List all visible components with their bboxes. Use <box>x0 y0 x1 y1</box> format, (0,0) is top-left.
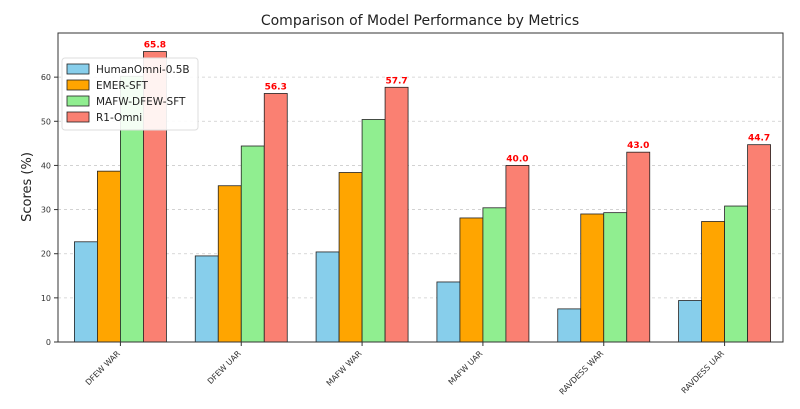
y-tick-label: 30 <box>41 206 51 215</box>
x-tick-label: RAVDESS UAR <box>680 349 727 396</box>
legend-swatch <box>66 95 90 107</box>
x-tick-label: MAFW UAR <box>447 349 485 387</box>
bar-mafw-dfew-sft <box>361 119 386 343</box>
bar-emer-sft <box>217 185 242 343</box>
y-axis-label: Scores (%) <box>20 152 35 222</box>
bar-r1-omni <box>747 144 771 343</box>
bar-mafw-dfew-sft <box>240 145 265 343</box>
data-label: 65.8 <box>144 41 166 51</box>
bar-emer-sft <box>338 172 363 343</box>
legend-label: EMER-SFT <box>96 80 149 92</box>
data-label: 40.0 <box>506 154 528 164</box>
y-tick-label: 0 <box>46 338 51 347</box>
bar-mafw-dfew-sft <box>724 205 748 343</box>
bar-humanomni-0-5b <box>436 281 461 343</box>
data-label: 56.3 <box>265 82 287 92</box>
bar-humanomni-0-5b <box>557 308 582 343</box>
bar-mafw-dfew-sft <box>482 207 507 343</box>
y-tick-label: 40 <box>41 161 51 170</box>
legend <box>61 57 199 131</box>
bar-r1-omni <box>626 151 651 343</box>
legend-swatch <box>66 63 90 75</box>
bar-emer-sft <box>701 221 725 343</box>
y-tick-label: 20 <box>41 250 51 259</box>
legend-label: MAFW-DFEW-SFT <box>96 96 186 108</box>
bar-humanomni-0-5b <box>194 255 219 343</box>
plot-frame <box>57 32 784 343</box>
x-tick-label: MAFW WAR <box>325 349 364 388</box>
bar-humanomni-0-5b <box>678 300 702 343</box>
bar-humanomni-0-5b <box>74 241 98 343</box>
legend-swatch <box>66 79 90 91</box>
legend-label: R1-Omni <box>96 112 142 124</box>
chart-title: Comparison of Model Performance by Metri… <box>261 13 579 29</box>
data-label: 44.7 <box>748 134 770 144</box>
legend-label: HumanOmni-0.5B <box>96 64 190 76</box>
legend-swatch <box>66 111 90 123</box>
bar-mafw-dfew-sft <box>603 212 628 343</box>
x-tick-label: DFEW UAR <box>206 349 243 386</box>
data-label: 57.7 <box>385 76 407 86</box>
x-tick-label: RAVDESS WAR <box>558 349 606 397</box>
bar-r1-omni <box>384 86 409 343</box>
x-tick-label: DFEW WAR <box>84 349 122 387</box>
bar-emer-sft <box>580 213 605 343</box>
bar-emer-sft <box>97 170 121 343</box>
y-tick-label: 10 <box>41 294 51 303</box>
bar-humanomni-0-5b <box>315 251 340 343</box>
y-tick-label: 60 <box>41 73 51 82</box>
bar-r1-omni <box>263 93 288 343</box>
bar-r1-omni <box>505 165 530 343</box>
data-label: 43.0 <box>627 141 649 151</box>
y-tick-label: 50 <box>41 117 51 126</box>
bar-emer-sft <box>459 217 484 343</box>
